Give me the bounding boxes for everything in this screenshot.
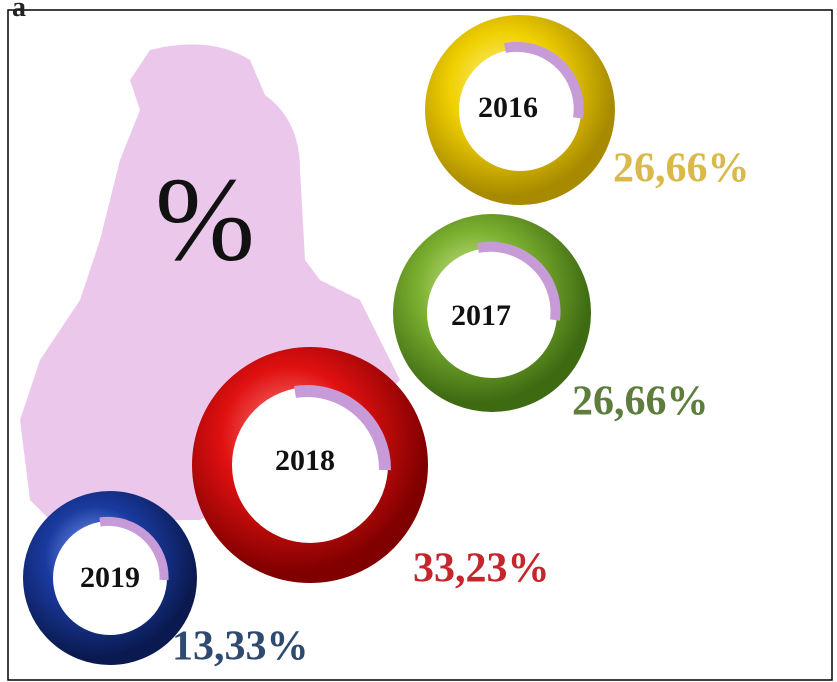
year-label: 2019 bbox=[80, 561, 140, 594]
ring-accent bbox=[477, 241, 561, 321]
year-label: 2016 bbox=[478, 91, 538, 124]
ring bbox=[425, 15, 615, 205]
percent-label: 33,23% bbox=[413, 546, 550, 592]
ring-accent bbox=[99, 516, 169, 581]
corner-text: a bbox=[12, 0, 26, 23]
percent-symbol: % bbox=[155, 153, 255, 286]
percent-label: 13,33% bbox=[172, 624, 309, 670]
year-label: 2018 bbox=[275, 444, 335, 477]
ring-accent bbox=[294, 385, 392, 471]
ring bbox=[393, 214, 591, 412]
year-label: 2017 bbox=[451, 299, 511, 332]
percent-label: 26,66% bbox=[613, 146, 750, 192]
ring-accent bbox=[504, 41, 584, 119]
frame bbox=[7, 9, 833, 681]
percent-label: 26,66% bbox=[572, 379, 709, 425]
